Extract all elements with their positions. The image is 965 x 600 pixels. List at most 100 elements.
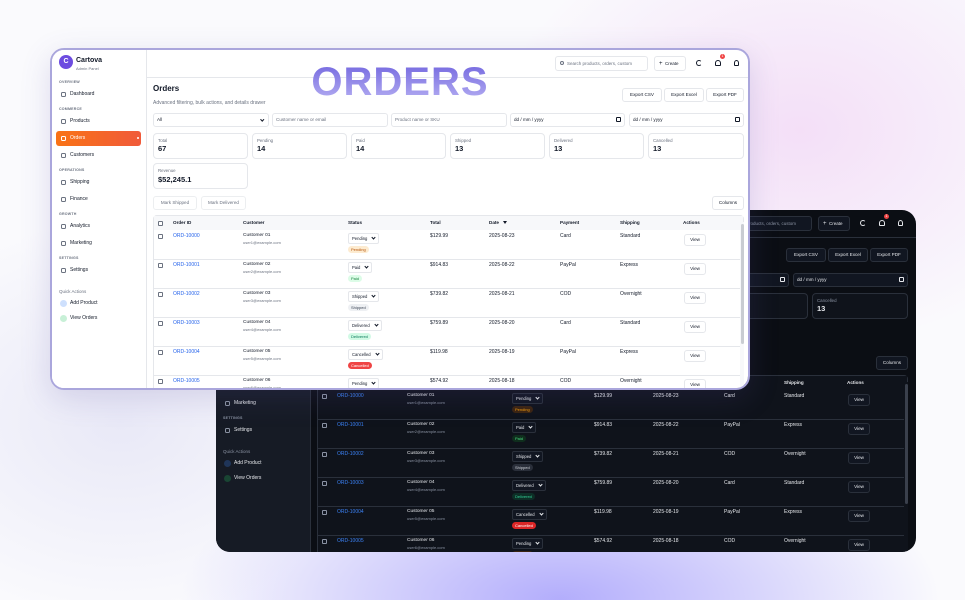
status-select[interactable]: Delivered — [348, 320, 382, 331]
nav-item[interactable]: Marketing — [234, 400, 256, 406]
row-checkbox[interactable] — [158, 320, 163, 326]
status-select[interactable]: Delivered — [512, 480, 546, 491]
export-label[interactable]: Export PDF — [713, 92, 737, 97]
notifications[interactable] — [715, 60, 721, 66]
filter-status[interactable] — [153, 113, 269, 127]
view-label[interactable]: View — [690, 353, 700, 358]
order-id[interactable]: ORD-10000 — [173, 233, 200, 239]
create-label[interactable]: Create — [829, 220, 843, 226]
order-id[interactable]: ORD-10001 — [337, 422, 364, 428]
view-label[interactable]: View — [690, 382, 700, 387]
order-id[interactable]: ORD-10004 — [173, 349, 200, 355]
search-box[interactable] — [555, 56, 648, 71]
bulk-action-label[interactable]: Mark Delivered — [208, 200, 239, 205]
filter-date-to[interactable] — [793, 273, 908, 287]
status-select[interactable]: Shipped — [512, 451, 544, 462]
columns-button[interactable] — [712, 196, 744, 210]
nav-item[interactable]: Orders — [70, 135, 86, 141]
view-label[interactable]: View — [854, 513, 864, 518]
view-label[interactable]: View — [854, 542, 864, 547]
quick-action[interactable]: Add Product — [234, 460, 262, 466]
filter-text[interactable]: dd / mm / yyyy — [633, 117, 663, 122]
view-button[interactable] — [848, 481, 870, 493]
create-button[interactable] — [654, 56, 686, 71]
filter-text[interactable]: dd / mm / yyyy — [514, 117, 544, 122]
order-id[interactable]: ORD-10003 — [173, 320, 200, 326]
view-label[interactable]: View — [690, 266, 700, 271]
row-checkbox[interactable] — [322, 538, 327, 544]
row-checkbox[interactable] — [158, 378, 163, 384]
export-button[interactable] — [786, 248, 826, 262]
view-button[interactable] — [848, 452, 870, 464]
theme-toggle[interactable] — [860, 220, 866, 226]
status-select[interactable]: Pending — [348, 378, 380, 388]
header-checkbox[interactable] — [158, 220, 163, 226]
bulk-action-button[interactable] — [201, 196, 246, 210]
export-button[interactable] — [622, 88, 662, 102]
row-checkbox[interactable] — [158, 233, 163, 239]
nav-item[interactable]: Marketing — [70, 240, 92, 246]
nav-item[interactable]: Finance — [70, 196, 88, 202]
filter-text[interactable]: All — [157, 117, 163, 122]
bulk-action-label[interactable]: Mark Shipped — [160, 200, 190, 205]
order-id[interactable]: ORD-10003 — [337, 480, 364, 486]
search-placeholder[interactable]: Search products, orders, custom — [731, 220, 797, 226]
view-button[interactable] — [848, 539, 870, 551]
export-button[interactable] — [706, 88, 744, 102]
quick-action[interactable]: Add Product — [70, 300, 98, 306]
row-checkbox[interactable] — [158, 262, 163, 268]
view-label[interactable]: View — [854, 426, 864, 431]
order-id[interactable]: ORD-10000 — [337, 393, 364, 399]
create-label[interactable]: Create — [665, 60, 679, 66]
status-select[interactable]: Paid — [348, 262, 373, 273]
view-button[interactable] — [848, 510, 870, 522]
status-select[interactable]: Cancelled — [512, 509, 547, 520]
view-button[interactable] — [684, 263, 706, 275]
row-checkbox[interactable] — [158, 291, 163, 297]
search-placeholder[interactable]: Search products, orders, custom — [567, 60, 633, 66]
export-label[interactable]: Export CSV — [794, 252, 818, 257]
nav-item[interactable]: Settings — [70, 267, 89, 273]
view-label[interactable]: View — [854, 397, 864, 402]
filter-date-to[interactable] — [629, 113, 744, 127]
nav-item[interactable]: Settings — [234, 427, 253, 433]
user-menu[interactable] — [898, 220, 903, 226]
status-select[interactable]: Pending — [512, 393, 544, 404]
row-checkbox[interactable] — [322, 480, 327, 486]
order-id[interactable]: ORD-10005 — [173, 378, 200, 384]
quick-action[interactable]: View Orders — [70, 315, 98, 321]
view-button[interactable] — [848, 394, 870, 406]
view-button[interactable] — [848, 423, 870, 435]
order-id[interactable]: ORD-10001 — [173, 262, 200, 268]
view-label[interactable]: View — [854, 455, 864, 460]
order-id[interactable]: ORD-10002 — [337, 451, 364, 457]
order-id[interactable]: ORD-10005 — [337, 538, 364, 544]
nav-item[interactable]: Analytics — [70, 223, 91, 229]
filter-text[interactable]: Product name or SKU — [395, 117, 440, 122]
view-button[interactable] — [684, 292, 706, 304]
filter-text[interactable]: dd / mm / yyyy — [797, 277, 827, 282]
filter-customer[interactable] — [272, 113, 388, 127]
status-select[interactable]: Shipped — [348, 291, 380, 302]
theme-toggle[interactable] — [696, 60, 702, 66]
export-label[interactable]: Export PDF — [877, 252, 901, 257]
row-checkbox[interactable] — [322, 509, 327, 515]
export-label[interactable]: Export Excel — [671, 92, 697, 97]
export-button[interactable] — [828, 248, 868, 262]
status-select[interactable]: Cancelled — [348, 349, 383, 360]
row-checkbox[interactable] — [158, 349, 163, 355]
filter-date-from[interactable] — [510, 113, 625, 127]
filter-product[interactable] — [391, 113, 507, 127]
create-button[interactable] — [818, 216, 850, 231]
nav-item[interactable]: Dashboard — [70, 91, 95, 97]
view-label[interactable]: View — [854, 484, 864, 489]
row-checkbox[interactable] — [322, 422, 327, 428]
view-button[interactable] — [684, 321, 706, 333]
bulk-action-button[interactable] — [153, 196, 197, 210]
status-select[interactable]: Pending — [512, 538, 544, 549]
columns-button[interactable] — [876, 356, 908, 370]
view-label[interactable]: View — [690, 237, 700, 242]
columns-label[interactable]: Columns — [882, 360, 902, 365]
status-select[interactable]: Pending — [348, 233, 380, 244]
row-checkbox[interactable] — [322, 451, 327, 457]
